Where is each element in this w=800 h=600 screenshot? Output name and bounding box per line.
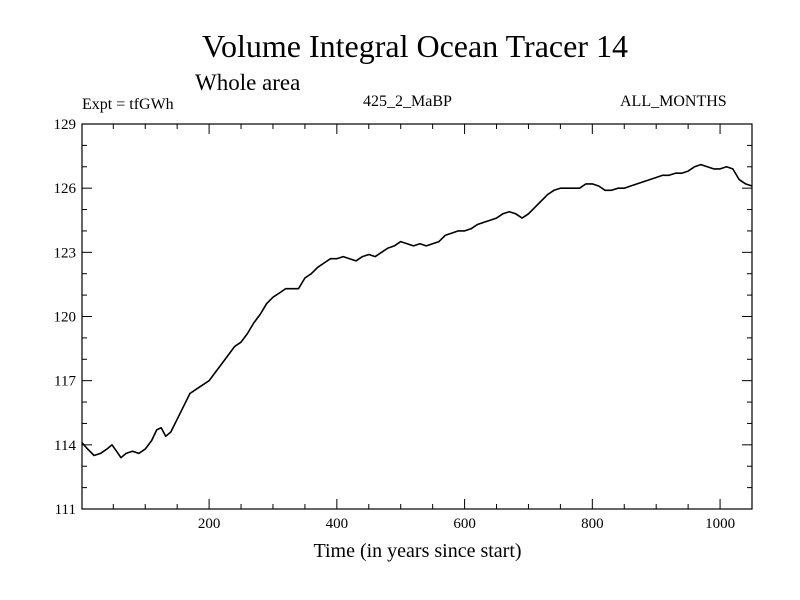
axis-ticks bbox=[82, 124, 752, 509]
x-tick-label: 800 bbox=[581, 516, 604, 532]
x-tick-label: 600 bbox=[453, 516, 476, 532]
y-tick-label: 126 bbox=[54, 181, 77, 197]
y-tick-label: 114 bbox=[54, 438, 76, 454]
run-label: 425_2_MaBP bbox=[363, 93, 452, 110]
chart-title: Volume Integral Ocean Tracer 14 bbox=[202, 28, 628, 64]
experiment-label: Expt = tfGWh bbox=[82, 96, 174, 113]
y-tick-label: 120 bbox=[54, 310, 77, 326]
x-tick-label: 400 bbox=[326, 516, 349, 532]
months-label: ALL_MONTHS bbox=[620, 93, 727, 110]
x-axis-label: Time (in years since start) bbox=[313, 540, 522, 562]
y-tick-label: 123 bbox=[54, 245, 77, 261]
series-line bbox=[81, 163, 753, 459]
y-tick-label: 111 bbox=[55, 502, 76, 518]
chart-subtitle: Whole area bbox=[195, 70, 301, 95]
axis-tick-labels: 200 400 600 800 1000 111 114 117 120 123 126 129 bbox=[54, 117, 736, 532]
plot-frame bbox=[81, 123, 753, 510]
x-tick-label: 1000 bbox=[705, 516, 735, 532]
x-tick-label: 200 bbox=[198, 516, 221, 532]
y-tick-label: 117 bbox=[54, 374, 76, 390]
y-tick-label: 129 bbox=[54, 117, 77, 133]
